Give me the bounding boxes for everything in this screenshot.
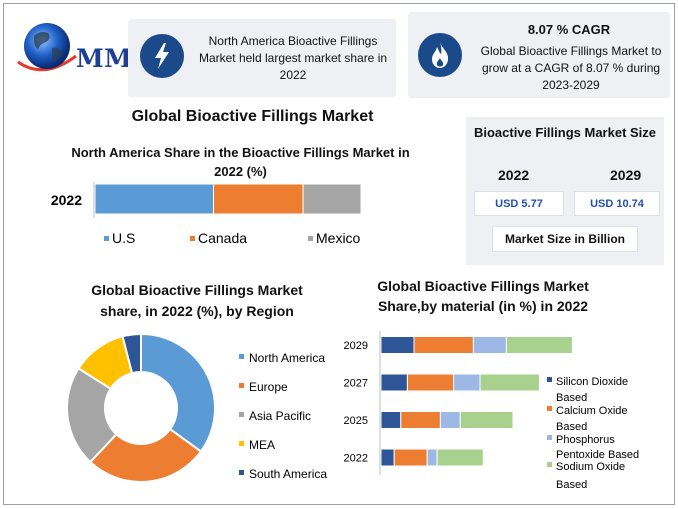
legend-swatch [547, 406, 552, 411]
legend-swatch [547, 377, 552, 382]
globe-icon [17, 23, 77, 72]
legend-label: South America [249, 467, 327, 481]
legend-swatch [190, 236, 195, 241]
legend-swatch [308, 236, 313, 241]
cagr-title: 8.07 % CAGR [527, 22, 611, 37]
market-size-panel: Bioactive Fillings Market Size 2022 2029… [466, 117, 664, 265]
infographic-frame [3, 3, 675, 505]
legend-label: Mexico [316, 230, 361, 246]
bar-segment [472, 336, 507, 354]
donut-slice-south-america [121, 332, 142, 375]
bar-segment [479, 373, 540, 392]
mmr-logo: MMR [14, 18, 153, 80]
region-chart-title: Global Bioactive Fillings Market share, … [91, 282, 303, 319]
bar-segment [380, 448, 395, 467]
market-size-title: Bioactive Fillings Market Size [473, 125, 657, 140]
donut-slice-europe [88, 427, 203, 483]
info-box-north-america: North America Bioactive Fillings Market … [128, 19, 396, 97]
bar-segment [380, 373, 408, 392]
flame-icon [418, 33, 462, 77]
donut-slice-north-america [140, 332, 216, 453]
year-2029-label: 2029 [610, 167, 642, 183]
bar-segment [459, 411, 514, 429]
legend-label: Asia Pacific [249, 409, 311, 423]
bar-segment [380, 336, 415, 354]
legend-swatch [239, 470, 244, 475]
legend-swatch [239, 412, 244, 417]
bar-segment [413, 336, 474, 354]
bar-segment [436, 448, 484, 467]
bar-segment [439, 411, 461, 429]
north-america-chart-title: North America Share in the Bioactive Fil… [71, 145, 410, 179]
value-2022-box: USD 5.77 [474, 191, 564, 216]
legend-label: Silicon Dioxide Based [556, 376, 628, 404]
north-america-stacked-bar-chart: 2022 U.S Canada Mexico [51, 182, 362, 246]
category-label: 2027 [344, 378, 368, 390]
main-title: Global Bioactive Fillings Market [131, 108, 374, 125]
legend-swatch [239, 383, 244, 388]
bar-segment [380, 411, 402, 429]
legend-label: Calcium Oxide Based [556, 405, 628, 433]
bar-segment [426, 448, 438, 467]
region-donut-chart: North America Europe Asia Pacific MEA South … [66, 332, 327, 483]
donut-slice-asia-pacific [66, 366, 118, 464]
category-label: 2025 [344, 415, 368, 427]
material-stacked-bar-chart: 2029 2027 2025 2022 Silicon Dioxide BasedCalc… [344, 331, 639, 491]
bar-segment [453, 373, 481, 392]
legend-label: Canada [198, 230, 247, 246]
info-left-text: North America Bioactive Fillings Market … [198, 34, 388, 82]
value-2029-box: USD 10.74 [574, 191, 660, 216]
legend-label: Sodium Oxide Based [556, 461, 625, 491]
info-right-text: Global Bioactive Fillings Market to grow… [480, 44, 662, 92]
category-label: 2022 [344, 453, 368, 465]
year-2022-label: 2022 [498, 167, 530, 183]
legend-swatch [239, 354, 244, 359]
legend-swatch [239, 441, 244, 446]
legend-label: Phosphorus Pentoxide Based [556, 434, 639, 461]
material-chart-title: Global Bioactive Fillings Market Share,b… [377, 278, 589, 314]
legend-swatch [547, 435, 552, 440]
bar-segment [400, 411, 441, 429]
legend-label: MEA [249, 438, 275, 452]
info-box-cagr: 8.07 % CAGR Global Bioactive Fillings Ma… [408, 12, 670, 98]
category-label: 2022 [51, 192, 82, 208]
legend-label: North America [249, 351, 325, 365]
legend-label: Europe [249, 380, 288, 394]
bar-segment [406, 373, 455, 392]
market-size-footer: Market Size in Billion [492, 226, 638, 252]
bar-segment-mexico [302, 183, 362, 215]
bar-segment-canada [213, 183, 304, 215]
lightning-icon [140, 34, 184, 78]
bar-segment-u-s [94, 183, 215, 215]
category-label: 2029 [344, 340, 368, 352]
legend-swatch [547, 462, 552, 467]
legend-label: U.S [112, 230, 135, 246]
bar-segment [393, 448, 428, 467]
bar-segment [505, 336, 573, 354]
legend-swatch [104, 236, 109, 241]
